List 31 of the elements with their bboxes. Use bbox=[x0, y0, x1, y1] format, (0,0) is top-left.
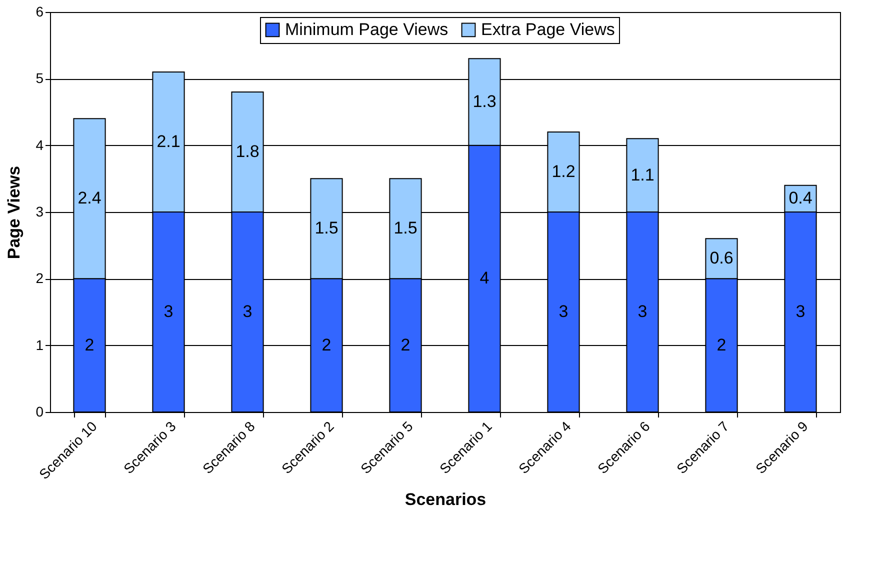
data-label: 2 bbox=[716, 335, 726, 354]
y-tick-label: 1 bbox=[36, 336, 44, 353]
data-label: 2.1 bbox=[156, 132, 180, 151]
legend-label: Extra Page Views bbox=[481, 20, 615, 39]
data-label: 1.1 bbox=[630, 165, 654, 184]
legend-label: Minimum Page Views bbox=[285, 20, 448, 39]
data-label: 0.6 bbox=[710, 248, 734, 268]
data-label: 2.4 bbox=[78, 188, 102, 208]
data-label: 1.2 bbox=[552, 162, 576, 181]
x-axis-title: Scenarios bbox=[404, 490, 486, 510]
data-label: 2 bbox=[84, 335, 94, 354]
data-label: 1.3 bbox=[472, 92, 496, 111]
data-label: 1.5 bbox=[394, 218, 418, 238]
y-tick-label: 6 bbox=[36, 4, 44, 20]
data-label: 1.5 bbox=[314, 218, 338, 238]
y-tick-label: 4 bbox=[36, 136, 44, 153]
data-label: 4 bbox=[480, 268, 490, 288]
y-tick-label: 3 bbox=[36, 204, 44, 220]
y-tick-label: 0 bbox=[36, 404, 44, 420]
data-label: 2 bbox=[400, 335, 410, 354]
y-tick-label: 2 bbox=[36, 270, 44, 286]
data-label: 0.4 bbox=[788, 188, 812, 208]
data-label: 1.8 bbox=[236, 142, 260, 161]
y-tick-label: 5 bbox=[36, 70, 44, 86]
data-label: 3 bbox=[164, 302, 174, 321]
data-label: 3 bbox=[638, 302, 648, 321]
y-axis-title: Page Views bbox=[4, 166, 24, 260]
data-label: 2 bbox=[322, 335, 332, 354]
data-label: 3 bbox=[796, 302, 806, 321]
data-label: 3 bbox=[558, 302, 568, 321]
data-label: 3 bbox=[242, 302, 252, 321]
